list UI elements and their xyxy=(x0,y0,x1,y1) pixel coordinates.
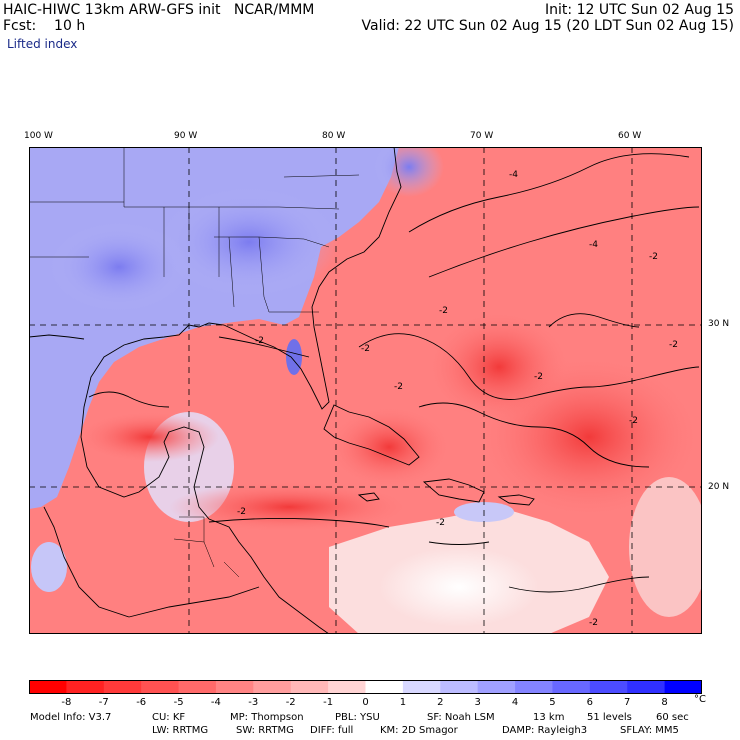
colorbar-tick-label: 4 xyxy=(511,697,519,708)
map-frame xyxy=(29,147,702,634)
contour-label: -2 xyxy=(589,618,598,628)
colorbar-tick-label: -7 xyxy=(98,697,109,708)
contour-label: -2 xyxy=(534,372,543,382)
contour-label: -2 xyxy=(669,340,678,350)
colorbar-cell xyxy=(664,680,702,694)
colorbar-tick-label: 3 xyxy=(474,697,481,708)
state-borders xyxy=(29,147,360,578)
stable-spot-pacific xyxy=(31,542,67,592)
colorbar-cell xyxy=(515,680,553,694)
colorbar-tick-label: 1 xyxy=(399,697,407,708)
model-info-km: KM: 2D Smagor xyxy=(380,725,458,736)
colorbar-tick-label: 6 xyxy=(586,697,593,708)
unstable-band-caribbean xyxy=(169,482,409,532)
colorbar-tick-label: 0 xyxy=(362,697,369,708)
colorbar-tick-label: -8 xyxy=(61,697,72,708)
contour-label: -2 xyxy=(439,306,448,316)
model-info-levels: 51 levels xyxy=(587,712,632,723)
colorbar xyxy=(29,680,702,694)
model-info-cu: CU: KF xyxy=(152,712,186,723)
stable-core-midatlantic xyxy=(374,147,444,197)
forecast-hour: Fcst: 10 h xyxy=(3,18,86,34)
colorbar-tick-label: -3 xyxy=(248,697,259,708)
model-info-sw: SW: RRTMG xyxy=(236,725,294,736)
colorbar-cell xyxy=(589,680,628,694)
lon-label-60w: 60 W xyxy=(618,131,642,141)
unstable-core-bahamas xyxy=(429,312,569,422)
model-info-sflay: SFLAY: MM5 xyxy=(620,725,679,736)
colorbar-tick-label: -6 xyxy=(136,697,147,708)
stable-core-texas xyxy=(49,222,189,312)
init-time: Init: 12 UTC Sun 02 Aug 15 xyxy=(545,2,734,18)
lon-label-70w: 70 W xyxy=(470,131,494,141)
colorbar-cell xyxy=(29,680,67,694)
coastlines xyxy=(29,147,535,634)
model-info-sf: SF: Noah LSM xyxy=(427,712,495,723)
contour-label: -2 xyxy=(361,344,370,354)
contour-label: -2 xyxy=(394,382,403,392)
colorbar-tick-label: 5 xyxy=(549,697,556,708)
model-info-timestep: 60 sec xyxy=(656,712,689,723)
colorbar-unit: °C xyxy=(694,694,706,705)
colorbar-tick-label: -4 xyxy=(210,697,221,708)
colorbar-cell xyxy=(477,680,516,694)
contour-label: -4 xyxy=(509,170,518,180)
model-info-version: Model Info: V3.7 xyxy=(30,712,112,723)
stable-core-appalachians xyxy=(159,187,339,297)
colorbar-tick-label: -2 xyxy=(285,697,296,708)
lifted-index-map: -2 -2 -2 -2 -2 -4 -4 -2 -2 -2 -2 -2 -2 xyxy=(29,147,702,634)
colorbar-cell xyxy=(365,680,404,694)
neutral-core-caribbean xyxy=(379,547,539,627)
colorbar-cell xyxy=(552,680,591,694)
lat-label-30n: 30 N xyxy=(708,319,730,329)
model-info-resolution: 13 km xyxy=(533,712,565,723)
colorbar-frame xyxy=(29,680,702,694)
colorbar-cell xyxy=(178,680,217,694)
contour-label: -2 xyxy=(237,507,246,517)
field-name: Lifted index xyxy=(7,37,78,51)
model-info-mp: MP: Thompson xyxy=(230,712,304,723)
colorbar-tick-label: 8 xyxy=(661,697,668,708)
lon-label-90w: 90 W xyxy=(174,131,198,141)
valid-time: Valid: 22 UTC Sun 02 Aug 15 (20 LDT Sun … xyxy=(361,18,735,34)
contour-label: -2 xyxy=(629,416,638,426)
colorbar-cell xyxy=(402,680,441,694)
model-info-diff: DIFF: full xyxy=(310,725,354,736)
contour-label: -2 xyxy=(649,252,658,262)
colorbar-cell xyxy=(290,680,329,694)
model-info-pbl: PBL: YSU xyxy=(335,712,380,723)
contour-label: -4 xyxy=(589,240,598,250)
colorbar-tick-label: 7 xyxy=(624,697,631,708)
contour-label: -2 xyxy=(255,336,264,346)
product-title: HAIC-HIWC 13km ARW-GFS init NCAR/MMM xyxy=(3,2,315,18)
weak-region-east xyxy=(629,477,702,617)
lat-label-20n: 20 N xyxy=(708,482,730,492)
lon-label-100w: 100 W xyxy=(24,131,53,141)
graticule xyxy=(29,147,702,634)
colorbar-tick-label: 2 xyxy=(437,697,444,708)
colorbar-cell xyxy=(215,680,254,694)
contour-lines xyxy=(88,153,700,593)
unstable-band-gulf xyxy=(79,412,219,462)
model-info-lw: LW: RRTMG xyxy=(152,725,209,736)
colorbar-cell xyxy=(627,680,666,694)
colorbar-cell xyxy=(103,680,142,694)
colorbar-tick-label: -1 xyxy=(323,697,334,708)
stable-spot-florida xyxy=(286,339,302,375)
unstable-core-cuba xyxy=(329,407,449,487)
colorbar-cell xyxy=(440,680,479,694)
colorbar-cell xyxy=(253,680,292,694)
colorbar-cell xyxy=(66,680,105,694)
contour-label: -2 xyxy=(436,518,445,528)
colorbar-tick-label: -5 xyxy=(173,697,184,708)
colorbar-cell xyxy=(141,680,180,694)
colorbar-cell xyxy=(328,680,366,694)
lon-label-80w: 80 W xyxy=(322,131,346,141)
model-info-damp: DAMP: Rayleigh3 xyxy=(502,725,588,736)
